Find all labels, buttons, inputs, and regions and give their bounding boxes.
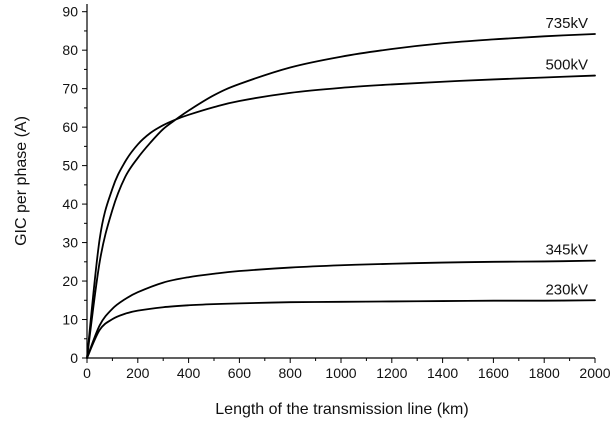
y-tick-label: 90 <box>62 4 78 20</box>
x-tick-label: 600 <box>228 365 252 381</box>
series-line-345kV <box>86 259 596 359</box>
x-tick-label: 400 <box>177 365 201 381</box>
y-tick-label: 10 <box>62 312 78 328</box>
x-tick-label: 1400 <box>427 365 458 381</box>
series-label-345kV: 345kV <box>545 242 588 259</box>
y-tick-label: 30 <box>62 235 78 251</box>
x-tick-label: 1200 <box>376 365 407 381</box>
series-line-230kV <box>86 299 596 359</box>
series-label-500kV: 500kV <box>545 57 588 74</box>
y-tick-label: 0 <box>70 350 78 366</box>
y-tick-label: 70 <box>62 81 78 97</box>
x-tick-label: 200 <box>126 365 150 381</box>
x-tick-label: 1600 <box>478 365 509 381</box>
x-tick-label: 800 <box>279 365 303 381</box>
x-tick-label: 0 <box>83 365 91 381</box>
x-tick-label: 2000 <box>579 365 610 381</box>
y-tick-label: 40 <box>62 196 78 212</box>
y-tick-label: 20 <box>62 273 78 289</box>
x-axis-title: Length of the transmission line (km) <box>215 401 468 418</box>
x-axis: 0 200 400 600 800 1000 1200 1400 1600 1800 2000 <box>83 358 610 381</box>
x-tick-label: 1000 <box>325 365 356 381</box>
y-tick-label: 50 <box>62 158 78 174</box>
series-labels: 735kV 500kV 345kV 230kV <box>545 15 588 298</box>
series-lines <box>86 33 596 359</box>
series-line-500kV <box>86 74 596 359</box>
series-label-735kV: 735kV <box>545 15 588 32</box>
y-tick-label: 60 <box>62 119 78 135</box>
y-tick-label: 80 <box>62 42 78 58</box>
series-line-735kV <box>86 33 596 359</box>
y-axis-title: GIC per phase (A) <box>13 116 30 246</box>
y-axis: 0 10 20 30 40 50 60 70 80 90 <box>62 4 87 366</box>
x-tick-label: 1800 <box>529 365 560 381</box>
series-label-230kV: 230kV <box>545 281 588 298</box>
